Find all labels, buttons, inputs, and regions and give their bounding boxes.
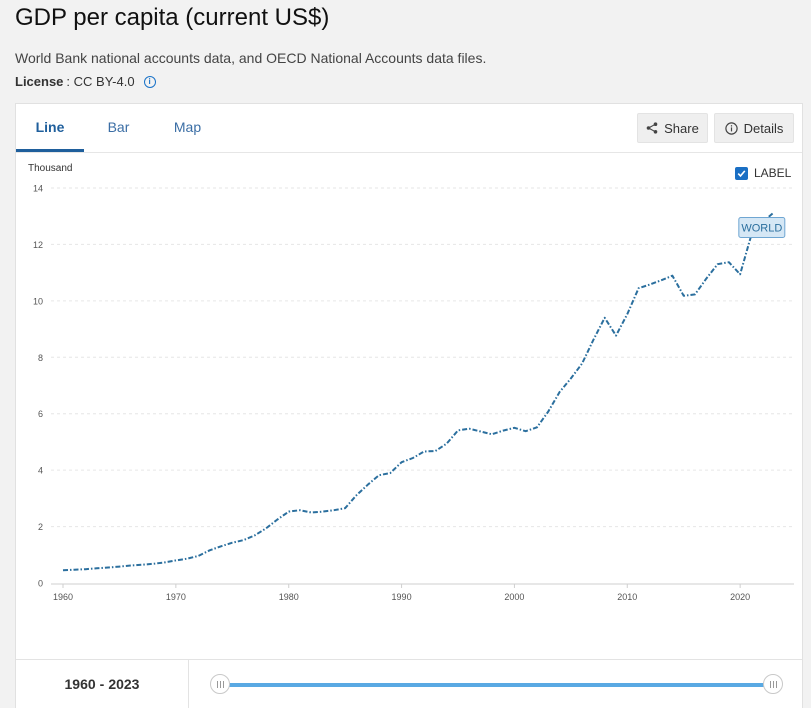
tab-bar[interactable]: Bar — [107, 119, 130, 135]
y-tick-label: 12 — [33, 240, 43, 250]
y-tick-label: 0 — [38, 579, 43, 589]
license-value: : CC BY-4.0 — [66, 74, 135, 89]
y-tick-label: 8 — [38, 353, 43, 363]
details-label: Details — [743, 120, 784, 136]
label-toggle-text: LABEL — [754, 166, 792, 180]
x-tick-label: 2000 — [504, 592, 524, 602]
y-tick-label: 14 — [33, 184, 43, 194]
label-toggle[interactable]: LABEL — [735, 166, 791, 180]
tab-line[interactable]: Line — [16, 104, 84, 152]
chart-panel: Line Bar Map Share Details LABEL Thousan… — [15, 103, 803, 708]
source-note: World Bank national accounts data, and O… — [15, 50, 487, 66]
data-label-world: WORLD — [738, 217, 786, 238]
tab-map[interactable]: Map — [173, 119, 202, 135]
share-icon — [646, 122, 658, 134]
checkmark-icon — [737, 169, 746, 177]
x-tick-label: 1960 — [53, 592, 73, 602]
data-label-text: WORLD — [741, 223, 782, 235]
range-separator: - — [99, 676, 105, 692]
license-label: License — [15, 74, 64, 89]
share-button[interactable]: Share — [637, 113, 708, 143]
y-axis-label: Thousand — [28, 163, 72, 174]
license-line: License : CC BY-4.0 i — [15, 74, 156, 89]
x-tick-label: 1990 — [392, 592, 412, 602]
series-line-world — [62, 211, 775, 572]
x-tick-label: 1980 — [279, 592, 299, 602]
info-icon[interactable]: i — [143, 75, 156, 88]
x-tick-label: 2010 — [617, 592, 637, 602]
range-end: 2023 — [108, 676, 140, 692]
y-tick-label: 6 — [38, 409, 43, 419]
range-start: 1960 — [64, 676, 96, 692]
y-tick-label: 4 — [38, 466, 43, 476]
data-label-box — [738, 217, 786, 238]
tabs-divider — [16, 152, 802, 153]
page-title: GDP per capita (current US$) — [15, 4, 330, 31]
range-slider-track[interactable] — [220, 683, 776, 687]
label-checkbox[interactable] — [735, 166, 748, 180]
x-tick-label: 1970 — [166, 592, 186, 602]
share-label: Share — [664, 120, 699, 136]
line-chart: Thousand 0 2 4 6 8 10 12 14 1960 1970 1980 1990 2000 2… — [28, 163, 794, 602]
time-range-bar: 1960 - 2023 — [16, 659, 802, 708]
info-circle-icon — [724, 121, 738, 135]
chart-type-tabs: Line Bar Map — [16, 104, 222, 152]
y-tick-label: 10 — [33, 296, 43, 306]
range-label: 1960 - 2023 — [16, 660, 189, 708]
range-end-handle[interactable] — [763, 674, 783, 694]
x-tick-label: 2020 — [730, 592, 750, 602]
range-start-handle[interactable] — [210, 674, 230, 694]
details-button[interactable]: Details — [714, 113, 794, 143]
y-tick-label: 2 — [38, 522, 43, 532]
